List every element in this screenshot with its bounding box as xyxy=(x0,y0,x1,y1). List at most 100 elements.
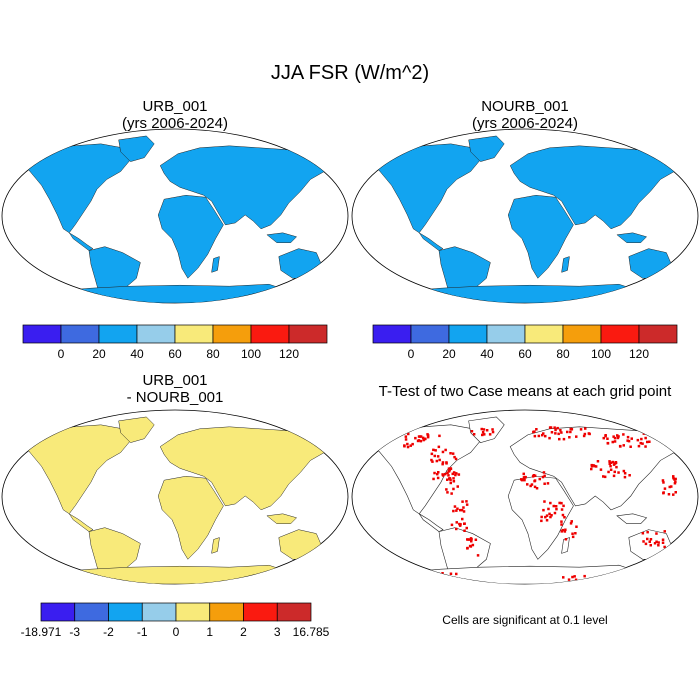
ttest-map xyxy=(351,409,699,585)
significant-cell xyxy=(445,488,448,491)
significant-cell xyxy=(542,471,546,474)
nourb-colorbar-tick-label: 120 xyxy=(629,347,649,361)
significant-cell xyxy=(673,478,676,481)
significant-cell xyxy=(491,430,495,434)
significant-cell xyxy=(419,439,423,443)
significant-cell xyxy=(450,523,454,527)
significant-cell xyxy=(449,478,452,482)
nourb-colorbar-box xyxy=(524,324,564,344)
significant-cell xyxy=(457,473,461,476)
significant-cell xyxy=(407,432,410,436)
significant-cell xyxy=(435,572,438,576)
significant-cell xyxy=(474,538,478,541)
significant-cell xyxy=(562,576,565,579)
significant-cell xyxy=(568,436,571,439)
significant-cell xyxy=(673,482,677,485)
significant-cell xyxy=(469,537,473,540)
diff-colorbar-tick-label: 2 xyxy=(240,625,247,639)
significant-cell xyxy=(612,474,616,478)
significant-cell xyxy=(629,577,632,580)
significant-cell xyxy=(574,532,577,535)
significant-cell xyxy=(569,430,572,434)
significant-cell xyxy=(462,510,466,513)
urb-map xyxy=(1,128,349,304)
significant-cell xyxy=(566,430,569,434)
significant-cell xyxy=(452,509,455,513)
significant-cell xyxy=(461,517,464,521)
significant-cell xyxy=(622,433,625,436)
significant-cell xyxy=(555,507,558,511)
urb-colorbar-box xyxy=(288,324,328,344)
significant-cell xyxy=(604,434,607,437)
significant-cell xyxy=(655,540,658,543)
significant-cell xyxy=(541,475,545,479)
significant-cell xyxy=(441,572,444,575)
significant-cell xyxy=(582,579,585,583)
significant-cell xyxy=(615,465,618,469)
significant-cell xyxy=(560,520,563,523)
diff-panel-title: URB_001 - NOURB_001 xyxy=(75,372,275,406)
nourb-colorbar-box xyxy=(486,324,526,344)
significant-cell xyxy=(445,462,448,465)
nourb-colorbar-box xyxy=(410,324,450,344)
significant-cell xyxy=(543,474,546,478)
significant-cell xyxy=(624,578,627,582)
nourb-title: NOURB_001 xyxy=(481,98,569,115)
significant-cell xyxy=(617,435,620,438)
significant-cell xyxy=(615,574,618,578)
urb-colorbar-tick-label: 40 xyxy=(130,347,144,361)
nourb-colorbar: 0 20 40 60 80 100 120 xyxy=(372,324,678,361)
significant-cell xyxy=(454,457,458,461)
significant-cell xyxy=(470,430,474,433)
diff-map xyxy=(1,409,349,585)
significant-cell xyxy=(605,575,608,578)
significant-cell xyxy=(441,461,445,464)
significant-cell xyxy=(453,505,457,508)
nourb-subtitle: (yrs 2006-2024) xyxy=(472,115,578,132)
significant-cell xyxy=(571,532,574,535)
significant-cell xyxy=(426,434,430,437)
significant-cell xyxy=(446,491,449,494)
significant-cell xyxy=(441,450,445,454)
significant-cell xyxy=(414,436,417,440)
significant-cell xyxy=(583,574,586,578)
significant-cell xyxy=(481,433,484,437)
significant-cell xyxy=(560,431,563,434)
significant-cell xyxy=(606,576,609,579)
significant-cell xyxy=(571,575,574,579)
significant-cell xyxy=(453,455,456,459)
significant-cell xyxy=(455,509,458,512)
urb-colorbar-box xyxy=(98,324,138,344)
diff-colorbar-box xyxy=(209,602,244,622)
significant-cell xyxy=(639,441,642,445)
significant-cell xyxy=(570,428,574,431)
significant-cell xyxy=(644,542,648,546)
significant-cell xyxy=(466,547,469,550)
significant-cell xyxy=(596,460,600,463)
significant-cell xyxy=(482,428,486,431)
significant-cell xyxy=(603,475,607,479)
significant-cell xyxy=(648,540,651,543)
significant-cell xyxy=(526,483,529,486)
significant-cell xyxy=(562,504,565,508)
significant-cell xyxy=(450,492,453,495)
significant-cell xyxy=(451,472,454,476)
urb-colorbar-tick-label: 0 xyxy=(58,347,65,361)
significant-cell xyxy=(533,474,537,477)
significant-cell xyxy=(438,434,441,438)
diff-colorbar-tick-label: 0 xyxy=(173,625,180,639)
significant-cell xyxy=(642,540,645,543)
urb-title: URB_001 xyxy=(142,98,208,115)
significant-cell xyxy=(629,445,632,448)
significant-cell xyxy=(608,460,611,463)
significant-cell xyxy=(535,487,539,490)
significant-cell xyxy=(440,577,444,580)
diff-colorbar-tick-label: 1 xyxy=(206,625,213,639)
diff-colorbar-box xyxy=(74,602,109,622)
significant-cell xyxy=(545,514,549,517)
significant-cell xyxy=(560,508,564,511)
significant-cell xyxy=(455,527,458,531)
significant-cell xyxy=(640,437,643,441)
significant-cell xyxy=(611,578,614,581)
significant-cell xyxy=(522,472,525,476)
